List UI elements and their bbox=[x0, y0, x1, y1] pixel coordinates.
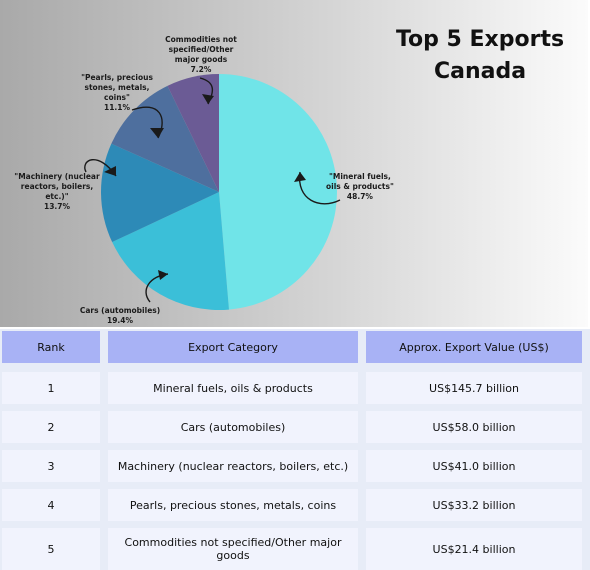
row-5-rank: 5 bbox=[2, 528, 100, 570]
exports-table: Rank Export Category Approx. Export Valu… bbox=[0, 329, 590, 570]
pie-slice-5 bbox=[167, 74, 219, 192]
row-1-value: US$145.7 billion bbox=[366, 372, 582, 404]
slice-label-5: Commodities not specified/Other major good… bbox=[165, 35, 237, 74]
slice-label-3: "Machinery (nuclear reactors, boilers, etc… bbox=[14, 172, 100, 211]
arrowhead-5 bbox=[202, 94, 214, 104]
pie-slice-2 bbox=[112, 192, 229, 310]
pie-slice-3 bbox=[101, 143, 219, 243]
title-line-2: Canada bbox=[433, 59, 527, 84]
header-export-category: Export Category bbox=[108, 331, 358, 363]
chart-title: Top 5 Exports Canada bbox=[380, 24, 580, 88]
pie-chart bbox=[84, 74, 341, 310]
arrowhead-1 bbox=[294, 172, 306, 182]
arrowhead-3 bbox=[104, 166, 116, 176]
title-line-1: Top 5 Exports bbox=[395, 27, 565, 52]
header-export-value: Approx. Export Value (US$) bbox=[366, 331, 582, 363]
row-3-rank: 3 bbox=[2, 450, 100, 482]
row-4-rank: 4 bbox=[2, 489, 100, 521]
pie-slice-1 bbox=[219, 74, 337, 310]
row-5-category: Commodities not specified/Other major go… bbox=[108, 528, 358, 570]
row-3-value: US$41.0 billion bbox=[366, 450, 582, 482]
header-rank: Rank bbox=[2, 331, 100, 363]
row-5-value: US$21.4 billion bbox=[366, 528, 582, 570]
slice-label-2: Cars (automobiles) 19.4% bbox=[79, 306, 161, 325]
pie-slice-4 bbox=[111, 85, 219, 192]
arrowhead-2 bbox=[158, 270, 168, 280]
row-1-rank: 1 bbox=[2, 372, 100, 404]
slice-label-1: "Mineral fuels, oils & products" 48.7% bbox=[326, 172, 394, 201]
chart-panel: "Mineral fuels, oils & products" 48.7% Cars… bbox=[0, 0, 588, 327]
row-1-category: Mineral fuels, oils & products bbox=[108, 372, 358, 404]
row-2-rank: 2 bbox=[2, 411, 100, 443]
row-4-value: US$33.2 billion bbox=[366, 489, 582, 521]
row-2-category: Cars (automobiles) bbox=[108, 411, 358, 443]
row-2-value: US$58.0 billion bbox=[366, 411, 582, 443]
row-3-category: Machinery (nuclear reactors, boilers, et… bbox=[108, 450, 358, 482]
slice-label-4: "Pearls, precious stones, metals, coins" 11… bbox=[81, 73, 153, 112]
arrowhead-4 bbox=[150, 128, 164, 138]
row-4-category: Pearls, precious stones, metals, coins bbox=[108, 489, 358, 521]
